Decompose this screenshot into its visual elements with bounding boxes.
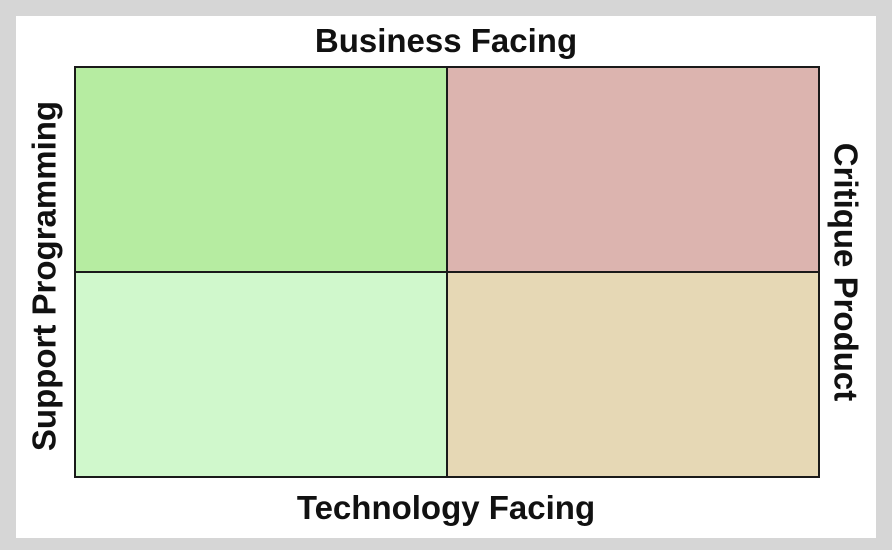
right-axis-label: Critique Product	[827, 142, 865, 402]
quadrant-top-left	[76, 68, 448, 273]
quadrant-top-right	[448, 68, 818, 273]
top-axis-label: Business Facing	[314, 22, 578, 59]
quadrant-bottom-left	[76, 273, 448, 476]
quadrant-bottom-right	[448, 273, 818, 476]
quadrant-grid	[74, 66, 820, 478]
left-axis-label: Support Programming	[25, 100, 63, 452]
bottom-axis-label: Technology Facing	[296, 489, 596, 526]
